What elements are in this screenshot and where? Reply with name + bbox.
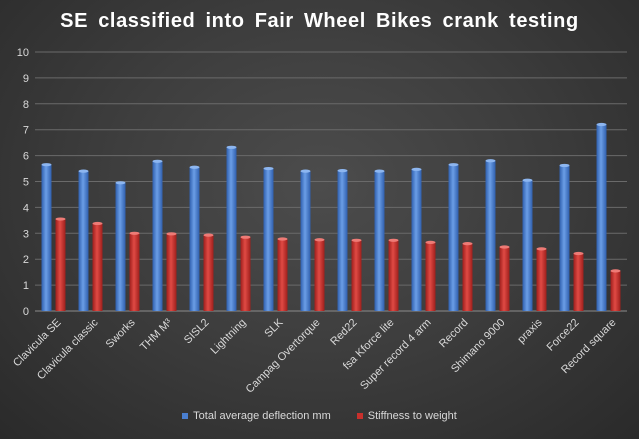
legend-label-deflection: Total average deflection mm	[193, 410, 331, 422]
bar-deflection	[596, 124, 607, 312]
bar-deflection	[78, 171, 89, 311]
bar-stiffness	[277, 238, 288, 311]
bar-cap-stiffness	[277, 237, 288, 241]
bar-cap-deflection	[115, 181, 126, 185]
legend-swatch-stiffness	[356, 413, 363, 419]
bar-cap-deflection	[337, 169, 348, 173]
bar-cap-stiffness	[240, 235, 251, 239]
y-tick-label: 0	[23, 306, 29, 318]
x-tick-label: Record	[437, 317, 471, 351]
y-tick-label: 10	[17, 47, 29, 59]
bar-deflection	[559, 165, 570, 311]
bar-deflection	[522, 180, 533, 311]
bar-deflection	[300, 171, 311, 311]
x-tick-label: Campag Overtorque	[244, 317, 323, 396]
bar-cap-deflection	[152, 159, 163, 163]
bar-cap-deflection	[559, 163, 570, 168]
y-tick-label: 8	[23, 99, 29, 111]
bar-cap-deflection	[374, 169, 385, 173]
bar-stiffness	[166, 233, 177, 311]
bar-deflection	[337, 170, 348, 311]
bar-deflection	[226, 147, 237, 311]
bar-stiffness	[240, 237, 251, 311]
bar-deflection	[448, 164, 459, 311]
y-tick-label: 6	[23, 151, 29, 163]
bar-cap-stiffness	[166, 232, 177, 236]
bar-stiffness	[573, 253, 584, 311]
x-tick-label: Force22	[545, 317, 582, 354]
bar-deflection	[485, 160, 496, 311]
bar-cap-deflection	[596, 122, 607, 127]
x-tick-label: SISL2	[182, 317, 212, 347]
legend: Total average deflection mm Stiffness to…	[0, 410, 639, 422]
bar-cap-stiffness	[203, 233, 214, 237]
bar-cap-stiffness	[425, 240, 436, 244]
y-tick-label: 3	[23, 228, 29, 240]
bar-cap-stiffness	[55, 217, 66, 221]
bar-cap-stiffness	[462, 242, 473, 246]
bar-deflection	[411, 169, 422, 311]
bar-cap-deflection	[189, 165, 200, 169]
bar-cap-stiffness	[92, 221, 103, 226]
bar-cap-deflection	[300, 169, 311, 173]
bar-deflection	[189, 167, 200, 311]
bar-stiffness	[536, 248, 547, 311]
bar-stiffness	[388, 240, 399, 311]
bar-stiffness	[462, 243, 473, 311]
bar-stiffness	[55, 219, 66, 311]
bar-cap-deflection	[263, 166, 274, 171]
bar-cap-stiffness	[573, 251, 584, 256]
bar-cap-deflection	[522, 178, 533, 182]
bar-cap-stiffness	[351, 238, 362, 242]
bar-cap-deflection	[411, 167, 422, 171]
bar-deflection	[152, 161, 163, 311]
bar-deflection	[374, 171, 385, 311]
y-tick-label: 9	[23, 73, 29, 85]
x-tick-label: SLK	[262, 316, 286, 340]
bar-stiffness	[129, 233, 140, 311]
bar-cap-stiffness	[610, 269, 621, 273]
legend-item-stiffness: Stiffness to weight	[356, 410, 457, 422]
chart-title: SE classified into Fair Wheel Bikes cran…	[60, 10, 579, 32]
x-tick-label: Super record 4 arm	[358, 317, 433, 392]
bar-cap-stiffness	[536, 247, 547, 251]
bar-stiffness	[610, 270, 621, 311]
bar-cap-deflection	[448, 163, 459, 167]
bar-stiffness	[425, 242, 436, 311]
bar-deflection	[115, 182, 126, 311]
x-tick-label: Sworks	[104, 316, 138, 350]
bar-stiffness	[92, 223, 103, 311]
x-tick-label: Lightning	[209, 317, 249, 357]
bar-cap-stiffness	[314, 238, 325, 242]
bar-cap-deflection	[226, 145, 237, 149]
bar-cap-deflection	[41, 163, 52, 167]
legend-label-stiffness: Stiffness to weight	[367, 410, 457, 422]
bar-deflection	[263, 168, 274, 311]
bar-stiffness	[351, 240, 362, 311]
bar-cap-deflection	[78, 169, 89, 173]
y-tick-label: 2	[23, 254, 29, 266]
x-tick-label: praxis	[515, 316, 545, 346]
y-tick-label: 7	[23, 125, 29, 137]
bar-cap-deflection	[485, 159, 496, 163]
legend-swatch-deflection	[182, 413, 189, 419]
bar-deflection	[41, 164, 52, 311]
bar-cap-stiffness	[388, 238, 399, 242]
bar-stiffness	[314, 239, 325, 311]
x-tick-label: THM M³	[138, 316, 175, 353]
bar-stiffness	[203, 235, 214, 311]
bar-stiffness	[499, 247, 510, 311]
y-tick-label: 1	[23, 280, 29, 292]
y-tick-label: 4	[23, 202, 29, 214]
legend-item-deflection: Total average deflection mm	[182, 410, 331, 422]
y-tick-label: 5	[23, 177, 29, 189]
bar-cap-stiffness	[499, 245, 510, 249]
x-tick-label: Red22	[328, 317, 359, 348]
bar-cap-stiffness	[129, 231, 140, 235]
